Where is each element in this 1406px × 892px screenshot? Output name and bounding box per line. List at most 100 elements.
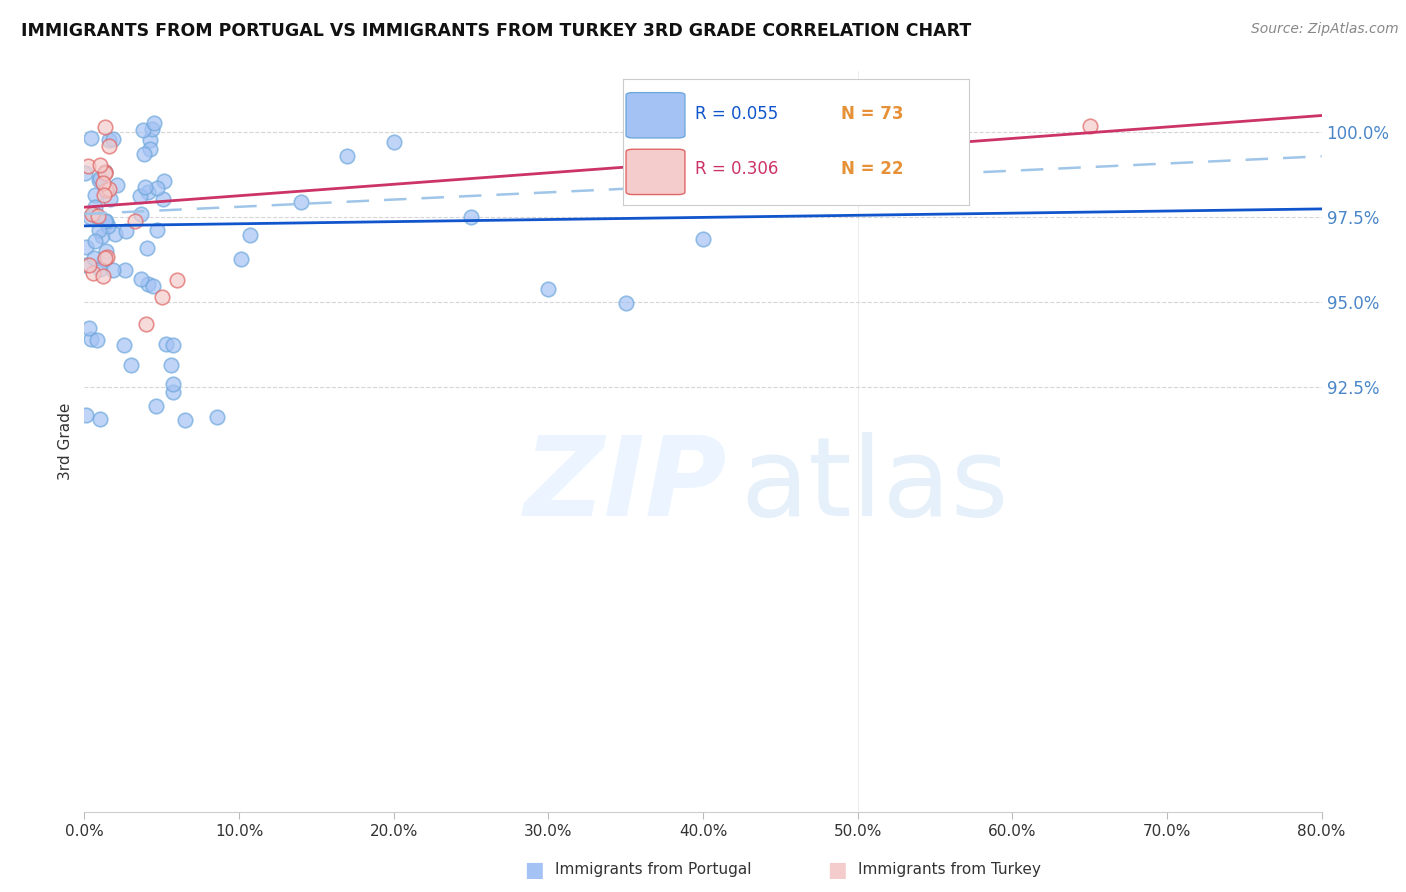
Point	[537, 282, 560, 296]
Point	[96, 244, 118, 258]
Point	[132, 147, 155, 161]
Point	[83, 251, 105, 265]
Point	[94, 164, 117, 178]
Point	[98, 192, 121, 206]
Point	[153, 174, 176, 188]
Point	[139, 142, 162, 156]
Point	[162, 385, 184, 400]
Text: ZIP: ZIP	[524, 433, 728, 540]
Point	[80, 130, 103, 145]
Point	[77, 321, 100, 335]
Point	[91, 229, 114, 244]
Point	[142, 279, 165, 293]
Point	[160, 358, 183, 372]
Text: Source: ZipAtlas.com: Source: ZipAtlas.com	[1251, 22, 1399, 37]
Point	[94, 166, 117, 180]
Point	[89, 412, 111, 426]
Point	[162, 377, 184, 392]
Point	[124, 214, 146, 228]
Point	[94, 182, 117, 196]
Point	[94, 214, 117, 228]
Text: ■: ■	[827, 860, 846, 880]
Point	[93, 253, 115, 268]
Text: atlas: atlas	[740, 433, 1008, 540]
Point	[460, 210, 482, 224]
Point	[103, 262, 125, 277]
Point	[120, 358, 142, 372]
Point	[141, 122, 163, 136]
Text: ■: ■	[524, 860, 544, 880]
Point	[89, 158, 111, 172]
Point	[129, 271, 152, 285]
Point	[382, 135, 405, 149]
Point	[82, 266, 104, 280]
Point	[84, 200, 107, 214]
Point	[91, 176, 114, 190]
Point	[166, 273, 188, 287]
Point	[83, 234, 105, 248]
Point	[150, 291, 173, 305]
Point	[83, 206, 105, 220]
Point	[1078, 119, 1101, 133]
Point	[174, 413, 197, 427]
Text: IMMIGRANTS FROM PORTUGAL VS IMMIGRANTS FROM TURKEY 3RD GRADE CORRELATION CHART: IMMIGRANTS FROM PORTUGAL VS IMMIGRANTS F…	[21, 22, 972, 40]
Point	[146, 180, 169, 194]
Point	[614, 295, 637, 310]
Point	[846, 135, 869, 149]
Text: Immigrants from Portugal: Immigrants from Portugal	[555, 863, 752, 877]
Point	[155, 337, 177, 351]
Point	[94, 120, 117, 134]
Point	[205, 409, 228, 424]
Point	[89, 222, 111, 236]
Point	[97, 133, 120, 147]
Point	[91, 268, 114, 283]
Point	[79, 210, 101, 224]
Point	[76, 159, 98, 173]
Point	[692, 232, 714, 246]
Point	[114, 263, 136, 277]
Point	[84, 208, 107, 222]
Point	[97, 139, 120, 153]
Point	[135, 317, 157, 331]
Point	[80, 332, 103, 346]
Point	[143, 116, 166, 130]
Point	[75, 408, 97, 422]
Point	[114, 224, 136, 238]
Point	[93, 251, 115, 265]
Point	[101, 132, 124, 146]
Point	[112, 337, 135, 351]
Point	[75, 166, 97, 180]
Point	[336, 149, 359, 163]
Point	[75, 240, 97, 254]
Point	[77, 258, 100, 272]
Point	[104, 227, 127, 242]
Point	[129, 207, 152, 221]
Point	[80, 207, 103, 221]
Y-axis label: 3rd Grade: 3rd Grade	[58, 403, 73, 480]
Point	[86, 333, 108, 347]
Text: Immigrants from Turkey: Immigrants from Turkey	[858, 863, 1040, 877]
Point	[93, 165, 115, 179]
Point	[136, 185, 159, 199]
Point	[75, 258, 97, 272]
Point	[87, 209, 110, 223]
Point	[89, 170, 111, 185]
Point	[239, 228, 262, 243]
Point	[134, 179, 156, 194]
Point	[84, 188, 107, 202]
Point	[136, 277, 159, 292]
Point	[97, 219, 120, 234]
Point	[129, 189, 152, 203]
Point	[152, 192, 174, 206]
Point	[105, 178, 128, 192]
Point	[94, 214, 117, 228]
Point	[96, 250, 118, 264]
Point	[229, 252, 252, 266]
Point	[146, 223, 169, 237]
Point	[138, 133, 160, 147]
Point	[97, 181, 120, 195]
Point	[89, 261, 111, 276]
Point	[290, 194, 312, 209]
Point	[145, 399, 167, 413]
Point	[136, 242, 159, 256]
